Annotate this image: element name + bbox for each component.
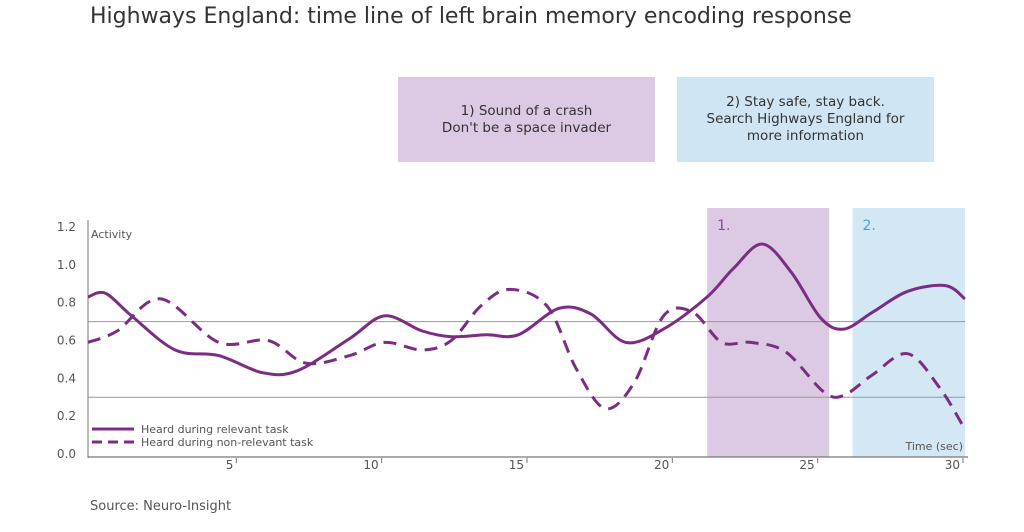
y-tick-label: 1.2	[57, 220, 76, 234]
legend: Heard during relevant task Heard during …	[92, 423, 314, 449]
tick-labels: 0.0 0.2 0.4 0.6 0.8 1.0 1.2 5 10 15 20 25 30	[57, 220, 964, 472]
y-tick-label: 0.2	[57, 409, 76, 423]
callout-1: 1) Sound of a crash Don't be a space inv…	[398, 77, 655, 162]
region-1	[707, 208, 830, 457]
y-tick-label: 0.6	[57, 334, 76, 348]
series-line-relevant	[87, 242, 966, 377]
callout-2-line-1: 2) Stay safe, stay back.	[726, 94, 885, 110]
x-tick-label: 30	[945, 458, 960, 472]
y-tick-label: 0.8	[57, 296, 76, 310]
legend-item-relevant: Heard during relevant task	[141, 423, 289, 436]
callout-2-line-3: more information	[746, 128, 865, 144]
x-tick-label: 20	[654, 458, 669, 472]
y-tick-label: 0.0	[57, 447, 76, 461]
legend-item-non-relevant: Heard during non-relevant task	[141, 436, 314, 449]
series-lines	[87, 242, 967, 431]
callout-2: 2) Stay safe, stay back. Search Highways…	[677, 77, 934, 162]
y-tick-label: 0.4	[57, 371, 76, 385]
highlight-regions: 1. 2.	[707, 208, 965, 457]
x-tick-label: 15	[509, 458, 524, 472]
callout-1-line-2: Don't be a space invader	[441, 119, 612, 136]
chart-title: Highways England: time line of left brai…	[90, 4, 852, 29]
source-note: Source: Neuro-Insight	[90, 499, 232, 514]
callout-1-line-1: 1) Sound of a crash	[460, 102, 593, 119]
axes: Activity Time (sec)	[87, 220, 968, 458]
series-line-non-relevant	[87, 287, 967, 431]
region-2-label: 2.	[862, 218, 875, 234]
x-tick-label: 25	[799, 458, 814, 472]
region-2	[852, 208, 965, 457]
callout-2-line-2: Search Highways England for	[706, 111, 905, 127]
x-tick-label: 10	[363, 458, 378, 472]
y-tick-label: 1.0	[57, 258, 76, 272]
reference-lines	[88, 321, 965, 398]
y-axis-label: Activity	[91, 228, 133, 241]
region-1-label: 1.	[717, 218, 730, 234]
x-tick-label: 5	[226, 458, 234, 472]
x-axis-label: Time (sec)	[904, 440, 963, 453]
